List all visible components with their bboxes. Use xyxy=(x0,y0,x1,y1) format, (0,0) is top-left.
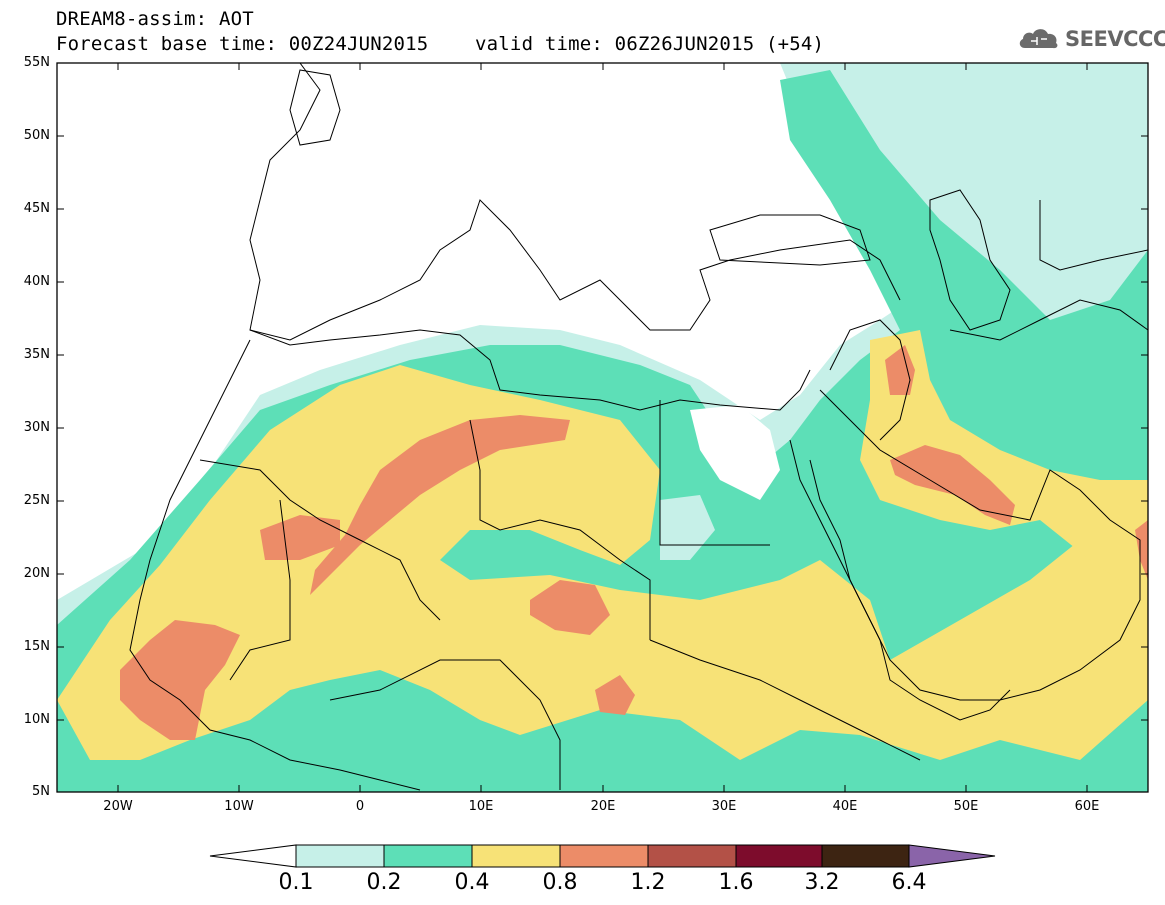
border-sahara-2 xyxy=(469,419,651,640)
lon-label-50e: 50E xyxy=(953,799,979,814)
lat-label-10n: 10N xyxy=(23,712,50,727)
colorbar-label-0.2: 0.2 xyxy=(366,870,402,895)
coastline-europe xyxy=(249,63,901,341)
title-line-1: DREAM8-assim: AOT xyxy=(56,8,254,30)
lon-label-60e: 60E xyxy=(1074,799,1100,814)
border-sahara-1 xyxy=(199,459,441,621)
lat-label-20n: 20N xyxy=(23,566,50,581)
colorbar-label-1.6: 1.6 xyxy=(718,870,754,895)
aot-band-0.8-westafrica xyxy=(120,620,240,740)
colorbar-low-arrow xyxy=(209,844,297,868)
axis-ticks xyxy=(57,62,1148,793)
border-sudan xyxy=(649,639,921,761)
border-iran xyxy=(949,299,1148,341)
aot-band-0.8-arabiansea xyxy=(1135,520,1148,580)
coastline-blacksea xyxy=(709,214,871,266)
colorbar-swatch-3.2 xyxy=(821,844,910,868)
border-nigeria xyxy=(329,659,561,790)
lon-label-30e: 30E xyxy=(711,799,737,814)
title-line-2: Forecast base time: 00Z24JUN2015 valid t… xyxy=(56,33,824,55)
lat-label-50n: 50N xyxy=(23,128,50,143)
lon-label-40e: 40E xyxy=(832,799,858,814)
aot-clear-egypt xyxy=(690,405,780,500)
logo-text: SEEVCCC xyxy=(1065,27,1165,51)
colorbar-swatch-0.2 xyxy=(383,844,473,868)
lon-label-20w: 20W xyxy=(103,799,133,814)
aot-clear-libya xyxy=(660,495,715,560)
lon-label-20e: 20E xyxy=(590,799,616,814)
coastline-africa-north xyxy=(249,329,811,411)
aot-band-0.8-iraq xyxy=(885,345,915,395)
colorbar-high-arrow xyxy=(908,844,996,868)
aot-band-0.8-car xyxy=(595,675,635,715)
border-central-asia xyxy=(1039,200,1148,271)
colorbar xyxy=(209,844,996,868)
colorbar-swatch-1.2 xyxy=(647,844,737,868)
valid-time: valid time: 06Z26JUN2015 (+54) xyxy=(475,33,825,55)
aot-band-0.8-mauritania xyxy=(260,515,340,560)
lat-label-5n: 5N xyxy=(32,784,50,799)
lat-label-45n: 45N xyxy=(23,201,50,216)
lon-label-10e: 10E xyxy=(468,799,494,814)
lat-label-25n: 25N xyxy=(23,493,50,508)
aot-band-0.8-chad xyxy=(530,580,610,635)
colorbar-label-3.2: 3.2 xyxy=(804,870,840,895)
aot-band-0.8-sahara xyxy=(310,415,570,595)
forecast-base-time: Forecast base time: 00Z24JUN2015 xyxy=(56,33,429,55)
coastline-britain xyxy=(289,69,341,146)
colorbar-swatch-0.4 xyxy=(471,844,561,868)
colorbar-swatch-0.1 xyxy=(295,844,385,868)
colorbar-label-6.4: 6.4 xyxy=(891,870,927,895)
seevccc-logo: SEEVCCC xyxy=(1017,22,1165,56)
colorbar-label-0.1: 0.1 xyxy=(278,870,314,895)
colorbar-label-0.8: 0.8 xyxy=(542,870,578,895)
lon-label-10w: 10W xyxy=(224,799,254,814)
lat-label-40n: 40N xyxy=(23,274,50,289)
colorbar-label-0.4: 0.4 xyxy=(454,870,490,895)
lat-label-35n: 35N xyxy=(23,347,50,362)
coastline-africa-west xyxy=(129,339,421,791)
coastline-arabia xyxy=(809,389,1141,701)
lat-label-30n: 30N xyxy=(23,420,50,435)
aot-band-0.8-gulf xyxy=(890,445,1015,525)
colorbar-swatch-0.8 xyxy=(559,844,649,868)
aot-band-0.4 xyxy=(57,365,1148,760)
coastline-caspian xyxy=(929,189,1011,331)
border-mali xyxy=(229,499,291,681)
lon-label-0: 0 xyxy=(355,799,365,814)
colorbar-swatch-1.6 xyxy=(735,844,823,868)
lat-label-15n: 15N xyxy=(23,639,50,654)
aot-band-0.4-arabia xyxy=(860,330,1148,600)
lat-label-55n: 55N xyxy=(23,55,50,70)
border-sahara-3 xyxy=(659,400,770,546)
colorbar-label-1.2: 1.2 xyxy=(630,870,666,895)
border-iraq xyxy=(829,319,911,441)
coastlines xyxy=(129,63,1148,791)
aot-field xyxy=(57,63,1148,792)
cloud-logo-icon xyxy=(1019,29,1058,49)
